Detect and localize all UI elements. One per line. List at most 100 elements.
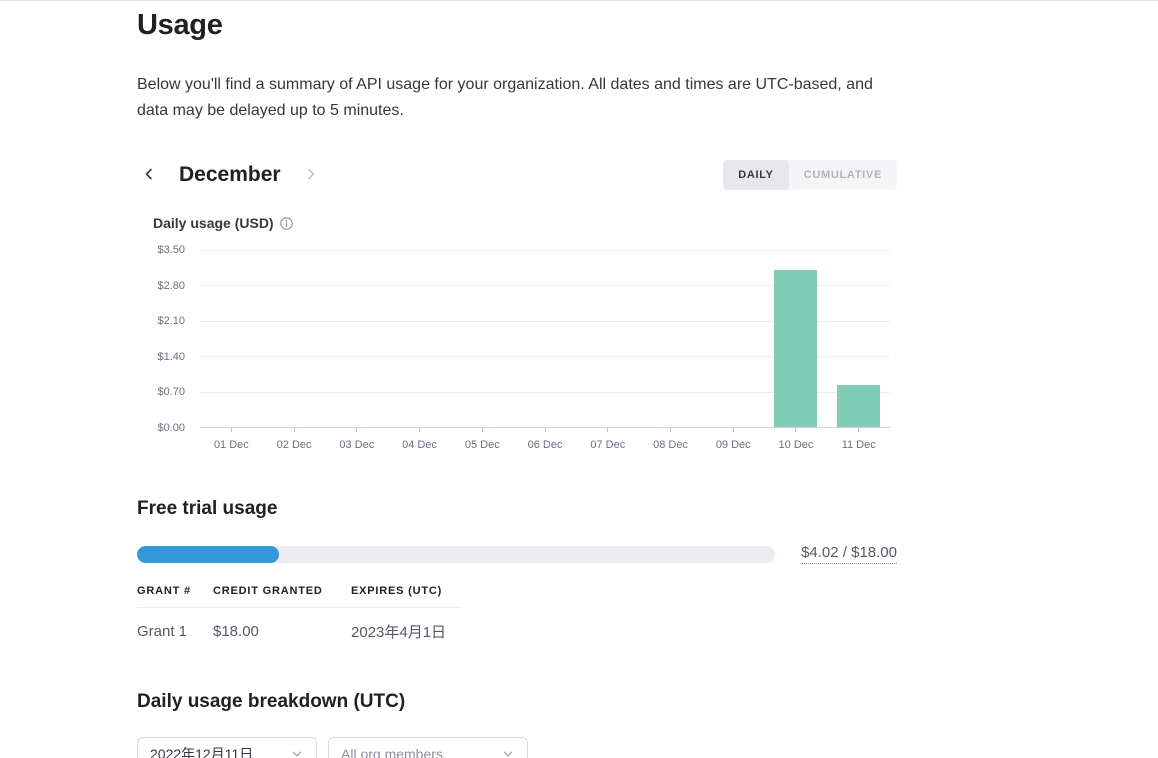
x-axis-cell: 11 Dec — [827, 428, 890, 451]
gridline — [200, 250, 890, 251]
x-axis-cell: 07 Dec — [576, 428, 639, 451]
x-axis-tick-label: 03 Dec — [339, 439, 375, 451]
grants-header-grant: GRANT # — [137, 585, 213, 608]
chevron-down-icon — [290, 747, 304, 758]
chart-plot — [200, 250, 890, 428]
chart-bars — [200, 250, 890, 427]
month-nav: December — [137, 162, 323, 189]
daily-usage-chart: $0.00 $0.70 $1.40 $2.10 $2.80 $3.50 — [137, 244, 897, 434]
bar-slot — [765, 250, 828, 427]
page-title: Usage — [137, 9, 223, 41]
x-axis-cell: 10 Dec — [765, 428, 828, 451]
next-month-button[interactable] — [299, 162, 323, 189]
date-select-value: 2022年12月11日 — [150, 745, 254, 758]
x-axis-tick — [858, 428, 860, 432]
chevron-left-icon — [141, 166, 157, 185]
usage-bar[interactable] — [837, 384, 881, 427]
chart-title-row: Daily usage (USD) — [153, 215, 897, 231]
bar-slot — [702, 250, 765, 427]
gridline — [200, 285, 890, 287]
x-axis-tick-label: 11 Dec — [841, 439, 876, 451]
current-month-label: December — [179, 163, 281, 186]
y-axis-tick-label: $2.80 — [157, 279, 185, 292]
grants-header-expires: EXPIRES (UTC) — [351, 585, 461, 608]
gridline — [200, 320, 890, 322]
free-trial-usage-amount: $4.02 / $18.00 — [801, 544, 897, 564]
x-axis-tick-label: 07 Dec — [590, 439, 626, 451]
x-axis-cell: 03 Dec — [325, 428, 388, 451]
x-axis-cell: 06 Dec — [514, 428, 577, 451]
credit-granted-cell: $18.00 — [213, 623, 259, 640]
bar-slot — [639, 250, 702, 427]
y-axis-tick-label: $1.40 — [157, 350, 185, 363]
bar-slot — [451, 250, 514, 427]
bar-slot — [514, 250, 577, 427]
info-icon[interactable] — [279, 216, 293, 230]
bar-slot — [827, 250, 890, 427]
x-axis-tick-label: 05 Dec — [464, 439, 500, 451]
bar-slot — [200, 250, 263, 427]
table-row: Grant 1 $18.00 2023年4月1日 — [137, 608, 461, 643]
x-axis-tick-label: 01 Dec — [213, 439, 249, 451]
x-axis-tick — [356, 428, 358, 432]
y-axis-tick-label: $0.00 — [157, 422, 185, 434]
x-axis-tick-label: 10 Dec — [778, 439, 814, 451]
date-select[interactable]: 2022年12月11日 — [137, 737, 317, 758]
x-axis-tick — [732, 428, 734, 432]
view-toggle: DAILY CUMULATIVE — [723, 160, 897, 190]
page-description: Below you'll find a summary of API usage… — [137, 76, 873, 119]
x-axis-tick-label: 06 Dec — [527, 439, 563, 451]
x-axis-tick — [419, 428, 421, 432]
y-axis-tick-label: $2.10 — [157, 315, 185, 328]
x-axis-tick — [670, 428, 671, 432]
chevron-right-icon — [303, 166, 319, 185]
grant-number-cell: Grant 1 — [137, 623, 188, 640]
x-axis-cell: 09 Dec — [702, 428, 765, 451]
x-axis-tick-label: 09 Dec — [715, 439, 751, 451]
grants-table-header-row: GRANT # CREDIT GRANTED EXPIRES (UTC) — [137, 585, 461, 608]
free-trial-progress-fill — [137, 545, 280, 563]
grants-table: GRANT # CREDIT GRANTED EXPIRES (UTC) Gra… — [137, 585, 461, 642]
free-trial-progress-track — [137, 545, 775, 563]
y-axis-tick-label: $3.50 — [157, 244, 185, 256]
chart-y-axis: $0.00 $0.70 $1.40 $2.10 $2.80 $3.50 — [137, 244, 200, 434]
bar-slot — [576, 250, 639, 427]
gridline — [200, 356, 890, 358]
bar-slot — [388, 250, 451, 427]
usage-bar[interactable] — [774, 270, 818, 427]
gridline — [200, 391, 890, 393]
x-axis-tick — [481, 428, 483, 432]
free-trial-heading: Free trial usage — [137, 498, 278, 519]
previous-month-button[interactable] — [137, 162, 161, 189]
expires-cell: 2023年4月1日 — [351, 624, 447, 641]
x-axis-tick — [544, 428, 546, 432]
x-axis-cell: 02 Dec — [263, 428, 326, 451]
month-nav-row: December DAILY CUMULATIVE — [137, 159, 897, 191]
chart-x-axis: 01 Dec 02 Dec 03 Dec 04 Dec 05 Dec 06 Dec 07 D… — [200, 428, 890, 451]
usage-page: Usage Below you'll find a summary of API… — [137, 1, 897, 758]
breakdown-filters: 2022年12月11日 All org members — [137, 737, 897, 758]
x-axis-tick-label: 02 Dec — [276, 439, 312, 451]
x-axis-tick-label: 08 Dec — [653, 439, 688, 451]
x-axis-cell: 04 Dec — [388, 428, 451, 451]
x-axis-tick-label: 04 Dec — [402, 439, 437, 451]
toggle-daily[interactable]: DAILY — [723, 160, 789, 190]
x-axis-tick — [293, 428, 295, 432]
org-members-select-value: All org members — [341, 745, 443, 758]
x-axis-cell: 01 Dec — [200, 428, 263, 451]
bar-slot — [325, 250, 388, 427]
free-trial-progress-row: $4.02 / $18.00 — [137, 544, 897, 564]
org-members-select[interactable]: All org members — [328, 737, 528, 758]
bar-slot — [263, 250, 326, 427]
chart-title: Daily usage (USD) — [153, 215, 274, 231]
x-axis-tick — [607, 428, 609, 432]
x-axis-tick — [795, 428, 797, 432]
x-axis-cell: 08 Dec — [639, 428, 702, 451]
x-axis-tick — [230, 428, 232, 432]
x-axis-cell: 05 Dec — [451, 428, 514, 451]
grants-header-credit: CREDIT GRANTED — [213, 585, 351, 608]
chevron-down-icon — [501, 747, 515, 758]
breakdown-heading: Daily usage breakdown (UTC) — [137, 691, 406, 712]
y-axis-tick-label: $0.70 — [157, 386, 185, 399]
toggle-cumulative[interactable]: CUMULATIVE — [789, 160, 897, 190]
